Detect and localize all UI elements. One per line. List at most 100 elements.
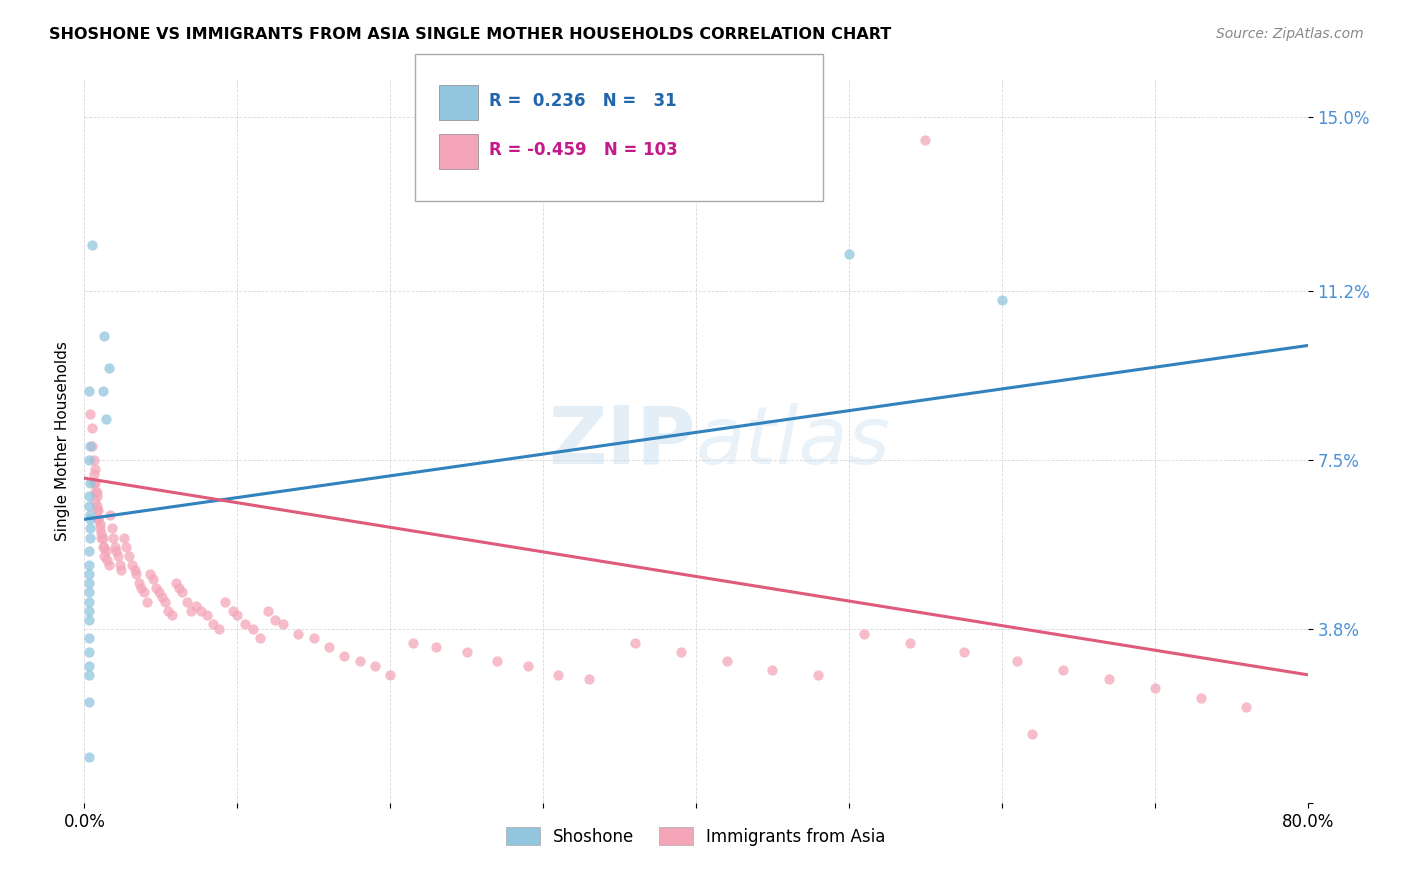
Point <box>578 673 600 687</box>
Point <box>84 475 107 490</box>
Point <box>914 133 936 147</box>
Point <box>84 494 107 508</box>
Point <box>145 581 167 595</box>
Point <box>201 617 224 632</box>
Point <box>77 558 100 572</box>
Point <box>669 645 692 659</box>
Point <box>112 531 135 545</box>
Point <box>208 622 231 636</box>
Point <box>155 594 177 608</box>
Point <box>716 654 738 668</box>
Point <box>221 604 243 618</box>
Point <box>287 626 309 640</box>
Point <box>80 439 103 453</box>
Point <box>172 585 194 599</box>
Point <box>87 512 110 526</box>
Point <box>79 521 101 535</box>
Point <box>86 499 108 513</box>
Point <box>93 329 115 343</box>
Text: ZIP: ZIP <box>548 402 696 481</box>
Point <box>98 508 121 522</box>
Point <box>77 576 100 591</box>
Point <box>77 490 100 504</box>
Point <box>952 645 974 659</box>
Point <box>142 572 165 586</box>
Point <box>94 544 117 558</box>
Point <box>302 631 325 645</box>
Point <box>79 439 101 453</box>
Point <box>93 549 115 563</box>
Point <box>77 631 100 645</box>
Point <box>486 654 509 668</box>
Point <box>364 658 387 673</box>
Point <box>77 384 100 399</box>
Point <box>89 521 111 535</box>
Point <box>139 567 162 582</box>
Point <box>94 411 117 425</box>
Point <box>86 490 108 504</box>
Point <box>129 581 152 595</box>
Point <box>90 526 112 541</box>
Point <box>190 604 212 618</box>
Point <box>89 516 111 531</box>
Point <box>165 576 187 591</box>
Point <box>77 658 100 673</box>
Point <box>84 462 107 476</box>
Point <box>132 585 155 599</box>
Point <box>128 576 150 591</box>
Point <box>264 613 287 627</box>
Text: R = -0.459   N = 103: R = -0.459 N = 103 <box>489 141 678 159</box>
Point <box>77 544 100 558</box>
Point <box>108 558 131 572</box>
Point <box>105 544 128 558</box>
Point <box>838 247 860 261</box>
Point <box>79 531 101 545</box>
Point <box>124 563 146 577</box>
Point <box>77 567 100 582</box>
Point <box>80 421 103 435</box>
Point <box>77 585 100 599</box>
Point <box>87 503 110 517</box>
Point <box>77 499 100 513</box>
Point <box>226 608 249 623</box>
Point <box>77 695 100 709</box>
Point <box>97 361 120 376</box>
Point <box>83 467 105 481</box>
Point <box>121 558 143 572</box>
Point <box>90 531 112 545</box>
Point <box>1098 673 1121 687</box>
Point <box>318 640 340 655</box>
Point <box>77 604 100 618</box>
Point <box>77 453 100 467</box>
Point <box>125 567 148 582</box>
Point <box>1021 727 1043 741</box>
Point <box>79 512 101 526</box>
Point <box>114 540 136 554</box>
Point <box>91 384 114 399</box>
Point <box>1143 681 1166 696</box>
Point <box>1005 654 1028 668</box>
Text: R =  0.236   N =   31: R = 0.236 N = 31 <box>489 92 676 110</box>
Point <box>1052 663 1074 677</box>
Point <box>167 581 190 595</box>
Point <box>898 636 921 650</box>
Point <box>83 453 105 467</box>
Point <box>853 626 876 640</box>
Point <box>195 608 218 623</box>
Point <box>148 585 170 599</box>
Point <box>257 604 280 618</box>
Point <box>87 512 110 526</box>
Point <box>104 540 127 554</box>
Point <box>333 649 356 664</box>
Point <box>96 553 118 567</box>
Point <box>242 622 264 636</box>
Point <box>77 594 100 608</box>
Legend: Shoshone, Immigrants from Asia: Shoshone, Immigrants from Asia <box>499 821 893 852</box>
Point <box>91 540 114 554</box>
Point <box>349 654 371 668</box>
Point <box>80 238 103 252</box>
Point <box>86 503 108 517</box>
Point <box>86 484 108 499</box>
Text: Source: ZipAtlas.com: Source: ZipAtlas.com <box>1216 27 1364 41</box>
Point <box>83 475 105 490</box>
